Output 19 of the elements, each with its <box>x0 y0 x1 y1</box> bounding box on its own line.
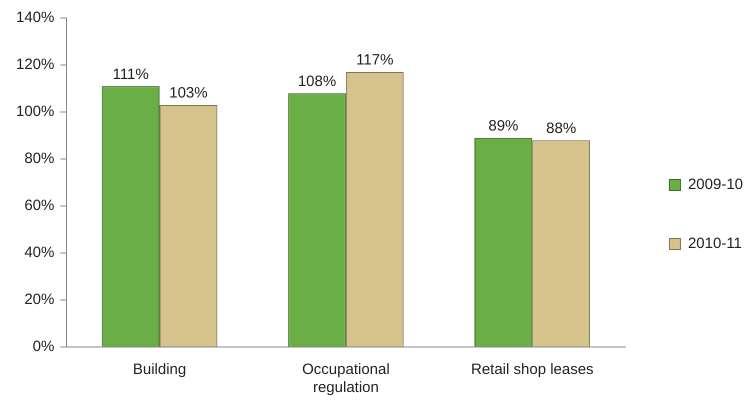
x-tick-label: Retail shop leases <box>470 361 594 378</box>
y-tick-label: 120% <box>16 56 54 74</box>
data-label: 88% <box>546 120 576 137</box>
y-tick-label: 20% <box>24 291 54 308</box>
y-tick-label: 100% <box>16 103 54 120</box>
y-tick-label: 0% <box>32 338 54 356</box>
y-tick-label: 60% <box>24 197 54 214</box>
legend-label: 2010-11 <box>688 235 742 252</box>
y-tick-label: 80% <box>24 150 54 168</box>
data-label: 108% <box>298 72 336 90</box>
legend-label: 2009-10 <box>688 176 744 194</box>
data-label: 103% <box>169 84 208 102</box>
y-tick-label: 40% <box>24 244 54 262</box>
x-tick-label: Building <box>132 361 186 378</box>
data-label: 89% <box>488 117 518 134</box>
y-tick-label: 140% <box>16 9 54 26</box>
data-label: 111% <box>112 66 149 83</box>
x-tick-label: Occupational regulation <box>302 361 390 396</box>
data-label: 117% <box>356 52 394 69</box>
